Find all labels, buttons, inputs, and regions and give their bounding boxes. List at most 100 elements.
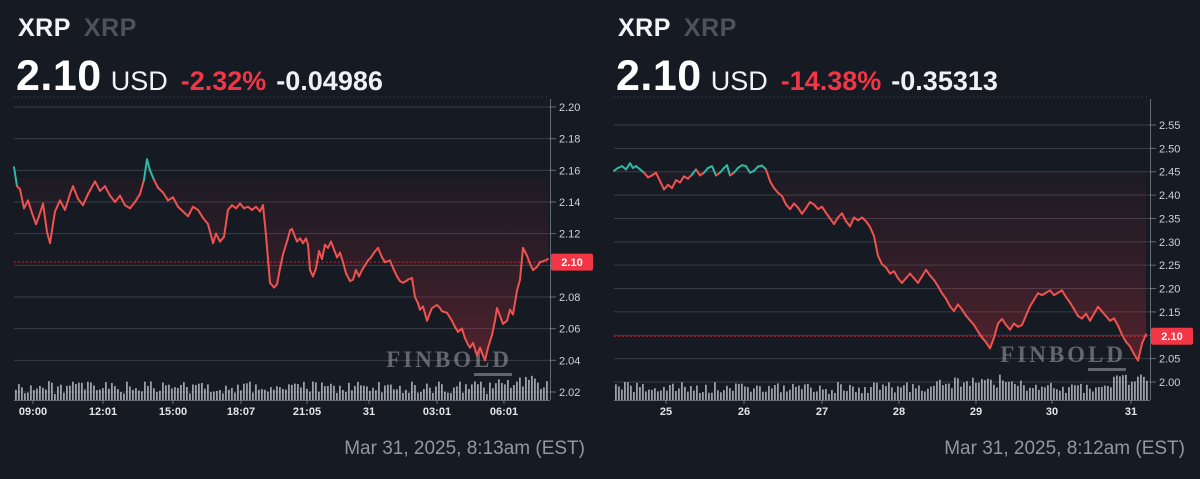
volume-bar (1104, 385, 1106, 400)
volume-bar (708, 392, 710, 400)
current-price: 2.10 (616, 52, 702, 100)
price-line-segment (286, 229, 291, 243)
volume-bar (540, 388, 542, 400)
price-line-segment (333, 248, 338, 259)
price-line-segment (929, 274, 935, 282)
price-line-segment (1033, 292, 1039, 301)
volume-bar (99, 389, 101, 400)
price-line-segment (239, 202, 245, 210)
volume-bar (1023, 385, 1025, 400)
price-line-segment (519, 246, 524, 281)
price-line-segment (953, 303, 959, 312)
volume-bar (1002, 380, 1004, 400)
y-tick-label: 2.16 (559, 165, 580, 177)
volume-bar (1056, 389, 1058, 400)
volume-bar (81, 382, 83, 400)
price-line-segment (472, 341, 478, 357)
price-line-segment (813, 203, 819, 211)
currency-label: USD (110, 66, 168, 96)
volume-bar (501, 383, 503, 400)
price-line-segment (977, 330, 983, 339)
price-line-segment (484, 346, 489, 362)
symbol-header: XRP XRP (618, 14, 737, 43)
price-line-segment (464, 337, 469, 346)
volume-bar (435, 386, 437, 400)
volume-bar (21, 387, 23, 400)
volume-bar (672, 383, 674, 400)
price-line-segment (321, 243, 326, 260)
volume-bar (1059, 390, 1061, 400)
price-line-segment (1001, 317, 1007, 326)
volume-bar (903, 385, 905, 400)
volume-bar (546, 381, 548, 400)
price-line-segment (989, 336, 995, 350)
price-header: 2.10 USD -2.32% -0.04986 (16, 52, 383, 101)
price-line-segment (305, 237, 309, 246)
volume-bar (1089, 388, 1091, 400)
volume-bar (111, 382, 113, 400)
volume-bar (36, 388, 38, 400)
volume-bar (1125, 374, 1127, 400)
price-line-segment (223, 208, 229, 238)
volume-bar (360, 385, 362, 400)
volume-bar (1098, 387, 1100, 400)
volume-bar (60, 384, 62, 400)
price-line-segment (177, 205, 184, 213)
volume-bar (336, 393, 338, 400)
y-tick-label: 2.30 (1159, 237, 1180, 249)
volume-bar (468, 388, 470, 400)
price-line-segment (307, 243, 311, 272)
volume-bar (624, 382, 626, 400)
volume-bar (528, 379, 530, 400)
price-line-segment (143, 158, 148, 181)
price-line-segment (496, 307, 501, 317)
volume-bar (411, 381, 413, 400)
volume-bar (162, 382, 164, 400)
volume-bar (408, 392, 410, 400)
volume-bar (1137, 376, 1139, 400)
price-line-segment (506, 308, 511, 322)
volume-bar (1128, 384, 1130, 400)
volume-bar (1032, 388, 1034, 400)
price-line-segment (797, 206, 803, 215)
volume-bar (105, 382, 107, 400)
volume-bar (375, 390, 377, 400)
price-line-segment (64, 193, 71, 211)
price-line-segment (516, 278, 521, 292)
volume-bar (1020, 380, 1022, 400)
volume-bar (645, 391, 647, 400)
volume-bar (396, 389, 398, 400)
price-marker-chip (1151, 327, 1193, 345)
price-line-segment (172, 196, 179, 208)
volume-bar (471, 384, 473, 400)
price-line-segment (873, 235, 879, 257)
volume-bar (951, 388, 953, 400)
price-line-segment (129, 201, 136, 210)
y-tick-label: 2.20 (559, 102, 580, 114)
volume-bar (693, 390, 695, 400)
volume-bar (513, 385, 515, 400)
price-line-segment (849, 216, 855, 228)
volume-bar (984, 380, 986, 400)
volume-bar (276, 386, 278, 400)
price-line-segment (1117, 324, 1123, 336)
volume-bar (462, 392, 464, 400)
volume-bar (69, 385, 71, 400)
volume-bar (888, 382, 890, 400)
volume-bar (873, 382, 875, 400)
watermark-text: FINBO (386, 347, 475, 372)
price-line-segment (139, 178, 145, 196)
price-line-segment (829, 217, 835, 226)
volume-bar (1017, 385, 1019, 400)
volume-bar (648, 389, 650, 400)
volume-bar (498, 379, 500, 400)
volume-bar (804, 384, 806, 400)
price-line-segment (973, 323, 979, 333)
volume-bar (297, 383, 299, 400)
price-line-segment (1113, 317, 1119, 327)
volume-bar (813, 391, 815, 400)
volume-bar (981, 379, 983, 400)
volume-bar (339, 385, 341, 400)
volume-bar (363, 385, 365, 400)
volume-bar (993, 384, 995, 400)
